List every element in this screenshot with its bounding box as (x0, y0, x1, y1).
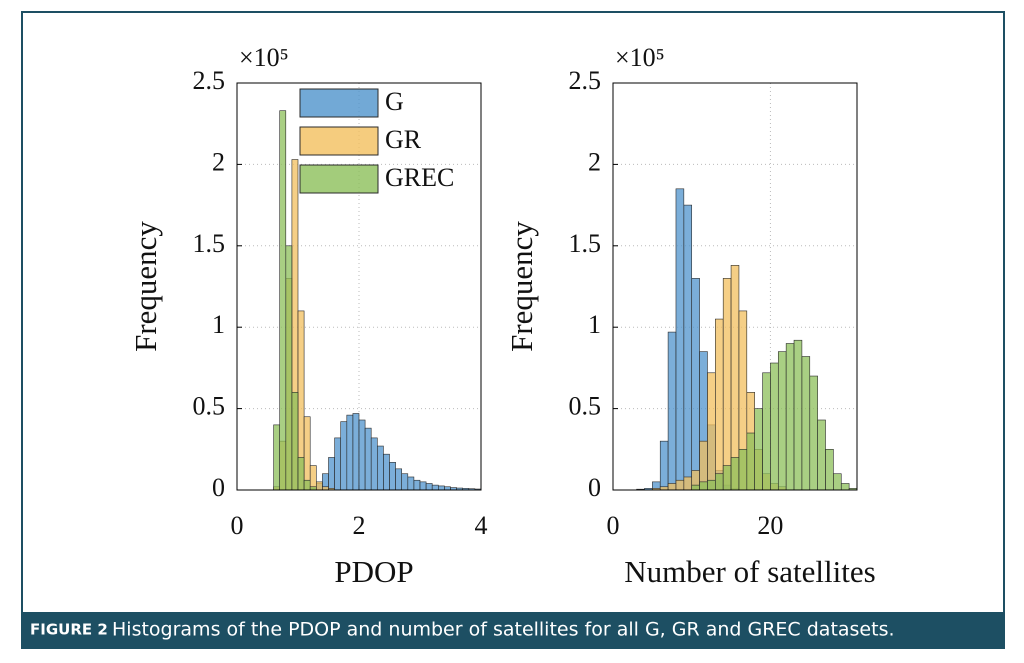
histogram-bar (334, 437, 342, 491)
y-axis-label: Frequency (128, 221, 163, 352)
histogram-bar (691, 278, 700, 491)
legend-label: GR (385, 125, 422, 154)
y-multiplier: ×10⁵ (615, 43, 665, 72)
histogram-bar (675, 188, 685, 491)
x-tick-label: 4 (475, 511, 488, 540)
caption-text: Histograms of the PDOP and number of sat… (112, 619, 895, 641)
histogram-bar (667, 483, 677, 491)
y-tick-label: 1.5 (193, 229, 226, 258)
histogram-bar (667, 331, 677, 491)
histogram-bar (825, 448, 834, 491)
y-tick-label: 2 (588, 147, 601, 176)
histogram-bar (770, 362, 779, 491)
y-tick-label: 1.5 (569, 229, 602, 258)
histogram-bar (762, 372, 771, 491)
histogram-bar (352, 413, 360, 491)
histogram-bar (431, 484, 439, 491)
histogram-bar (840, 483, 850, 491)
y-tick-label: 0.5 (193, 392, 226, 421)
histogram-bar (425, 483, 433, 491)
axes-box (236, 82, 482, 491)
histogram-bar (370, 437, 378, 491)
histogram-bar (419, 481, 427, 491)
y-tick-label: 0 (212, 473, 225, 502)
legend-swatch (299, 88, 379, 118)
histogram-bar (730, 265, 740, 491)
x-axis-label: Number of satellites (624, 554, 875, 589)
histogram-bar (401, 473, 409, 491)
histogram-bar (715, 473, 724, 491)
histogram-bar (279, 110, 287, 491)
y-tick-label: 1 (212, 310, 225, 339)
x-tick-label: 20 (757, 511, 783, 540)
histogram-bar (285, 245, 293, 491)
histogram-bar (675, 479, 685, 491)
legend-swatch (299, 164, 379, 194)
histogram-bar (340, 421, 348, 491)
histogram-bar (707, 479, 716, 491)
histogram-bar (297, 457, 305, 491)
x-axis-label: PDOP (334, 554, 413, 589)
histogram-bar (389, 462, 396, 491)
y-tick-label: 0.5 (569, 392, 602, 421)
histogram-bar (754, 408, 763, 491)
y-tick-label: 1 (588, 310, 601, 339)
histogram-bar (659, 440, 669, 491)
y-axis-label: Frequency (504, 221, 539, 352)
histogram-bar (715, 318, 724, 491)
histogram-bar (817, 419, 826, 491)
histogram-bar (358, 419, 366, 491)
histogram-bar (730, 457, 740, 491)
y-multiplier: ×10⁵ (239, 43, 289, 72)
caption-label: FIGURE 2 (30, 621, 108, 639)
x-tick-label: 0 (607, 511, 620, 540)
histogram-bar (291, 392, 299, 491)
histogram-bar (328, 457, 335, 491)
histogram-bar (303, 416, 311, 491)
chart: 0 0.5 1 1.5 2 2.5 0 2 4 ×10⁵ PDOP Frequency G GR GREC (128, 43, 487, 589)
y-tick-label: 0 (588, 473, 601, 502)
histogram-bar (738, 448, 748, 491)
charts: 00.511.522.50 2 4×10⁵PDOPFrequencyGGRGREC0… (128, 43, 876, 589)
legend-label: G (385, 87, 404, 116)
histogram-bar (437, 485, 445, 491)
histogram-bar (303, 479, 311, 491)
legend-label: GREC (385, 163, 454, 192)
x-tick-label: 2 (353, 511, 366, 540)
histogram-bar (801, 356, 811, 491)
x-tick-label: 0 (231, 511, 244, 540)
histogram-bar (722, 465, 732, 491)
histogram-bar (691, 484, 700, 491)
histogram-bar (722, 278, 732, 491)
histogram-bar (273, 424, 281, 491)
histogram-bar (309, 465, 317, 491)
histogram-bar (707, 372, 716, 491)
histogram-bar (793, 339, 803, 491)
histogram-bar (395, 468, 403, 491)
histogram-bar (699, 481, 708, 491)
histogram-bar (346, 414, 354, 491)
histogram-bar (407, 476, 415, 491)
y-tick-label: 2 (212, 147, 225, 176)
histogram-bar (809, 375, 818, 491)
histogram-bar (746, 432, 755, 491)
histogram-bar (364, 427, 372, 491)
histogram-bar (383, 453, 390, 491)
histogram-bar (376, 445, 384, 491)
histogram-bar (315, 481, 323, 491)
legend-swatch (299, 126, 379, 156)
axes-box (612, 82, 858, 491)
histogram-bar (785, 343, 795, 491)
caption: FIGURE 2 Histograms of the PDOP and numb… (23, 612, 1003, 647)
caption-bar (23, 612, 1003, 647)
y-tick-label: 2.5 (569, 66, 602, 95)
histogram-bar (777, 351, 787, 491)
y-tick-label: 2.5 (193, 66, 226, 95)
histogram-bar (683, 204, 693, 491)
chart: 0 0.5 1 1.5 2 2.5 0 20 ×10⁵ Number of satellites F… (504, 43, 876, 589)
histogram-bar (833, 473, 842, 491)
histogram-bar (413, 479, 421, 491)
histogram-bar (683, 476, 693, 491)
